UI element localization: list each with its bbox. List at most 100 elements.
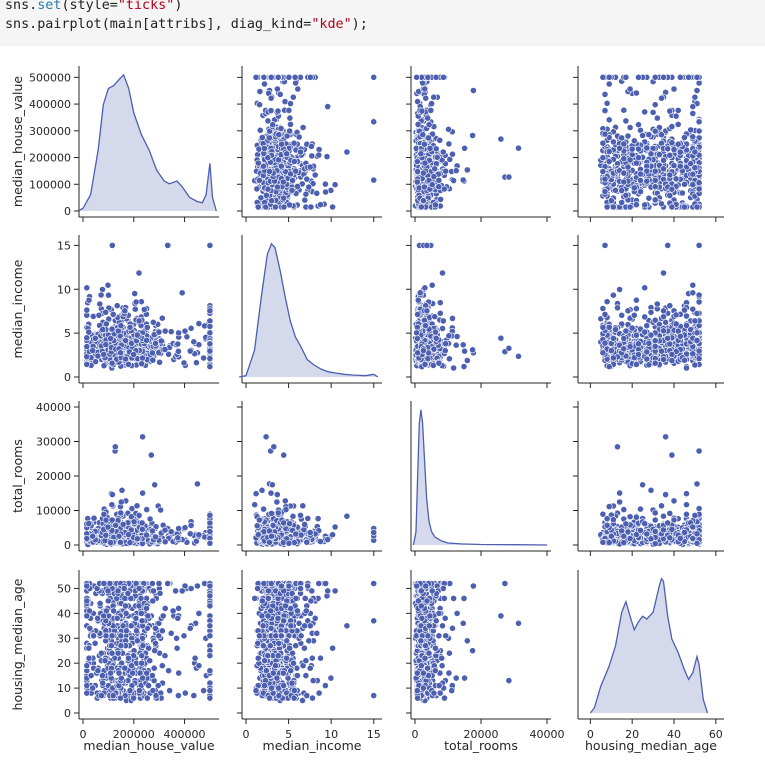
scatter-point xyxy=(670,146,678,153)
scatter-point xyxy=(413,323,421,331)
scatter-point xyxy=(439,73,447,81)
scatter-point xyxy=(252,73,260,81)
scatter-point xyxy=(149,356,157,364)
scatter-point xyxy=(324,103,332,110)
scatter-point xyxy=(643,177,651,185)
scatter-point xyxy=(100,362,108,370)
panel-median_house_value-vs-median_house_value xyxy=(77,66,219,222)
scatter-point xyxy=(273,183,281,191)
scatter-point xyxy=(658,200,665,208)
scatter-point xyxy=(322,188,329,196)
scatter-point xyxy=(286,127,293,135)
scatter-point xyxy=(445,355,453,363)
scatter-point xyxy=(610,291,617,299)
scatter-point xyxy=(666,151,674,159)
scatter-point xyxy=(695,241,703,249)
scatter-point xyxy=(193,480,201,488)
code-token-string: "kde" xyxy=(311,17,352,32)
scatter-point xyxy=(463,357,471,364)
scatter-point xyxy=(691,164,699,172)
scatter-point xyxy=(620,335,628,342)
code-token: ); xyxy=(351,17,368,32)
scatter-point xyxy=(427,107,435,114)
scatter-point xyxy=(599,168,607,175)
scatter-point xyxy=(133,535,141,543)
scatter-point xyxy=(164,241,172,249)
scatter-point xyxy=(260,505,267,513)
scatter-point xyxy=(251,501,259,509)
scatter-point xyxy=(695,355,703,362)
scatter-point xyxy=(612,186,619,194)
scatter-point xyxy=(256,88,264,95)
scatter-point xyxy=(304,515,312,522)
scatter-point xyxy=(152,339,159,347)
scatter-point xyxy=(605,73,613,81)
scatter-point xyxy=(515,144,522,152)
scatter-point xyxy=(651,359,659,367)
scatter-point xyxy=(267,73,275,81)
scatter-point xyxy=(635,73,642,81)
scatter-point xyxy=(624,307,632,315)
scatter-point xyxy=(637,170,644,178)
scatter-point xyxy=(689,350,697,358)
scatter-point xyxy=(289,512,297,520)
scatter-point xyxy=(111,443,119,451)
scatter-point xyxy=(425,121,433,129)
y-tick-label: 0 xyxy=(64,539,71,552)
scatter-point xyxy=(130,518,138,526)
scatter-point xyxy=(432,145,440,153)
scatter-point xyxy=(83,360,91,368)
scatter-point xyxy=(155,328,163,336)
scatter-point xyxy=(668,357,676,364)
scatter-point xyxy=(267,107,275,114)
scatter-point xyxy=(605,116,613,124)
scatter-point xyxy=(423,241,431,249)
code-token-string: "ticks" xyxy=(117,0,175,13)
scatter-point xyxy=(435,359,443,367)
scatter-point xyxy=(126,539,134,546)
scatter-point xyxy=(643,322,651,330)
scatter-point xyxy=(693,87,701,94)
scatter-point xyxy=(161,538,169,546)
scatter-point xyxy=(651,337,659,345)
scatter-point xyxy=(414,349,421,357)
scatter-point xyxy=(666,302,674,310)
scatter-point xyxy=(605,158,613,165)
scatter-point xyxy=(691,148,699,156)
scatter-point xyxy=(260,145,268,152)
scatter-point xyxy=(261,80,268,88)
scatter-point xyxy=(256,126,264,134)
scatter-point xyxy=(206,363,214,371)
scatter-point xyxy=(668,185,676,193)
scatter-point xyxy=(419,169,427,177)
scatter-point xyxy=(417,150,425,158)
scatter-point xyxy=(287,100,294,107)
scatter-point xyxy=(633,296,640,304)
scatter-point xyxy=(183,333,191,341)
scatter-point xyxy=(603,99,611,107)
scatter-point xyxy=(660,313,667,321)
scatter-point xyxy=(630,311,638,319)
scatter-point xyxy=(424,73,432,81)
scatter-point xyxy=(107,335,114,342)
scatter-point xyxy=(97,291,105,299)
scatter-point xyxy=(601,130,609,138)
scatter-point xyxy=(695,185,703,193)
scatter-point xyxy=(620,345,628,353)
scatter-point xyxy=(450,364,457,372)
scatter-point xyxy=(431,328,439,336)
scatter-point xyxy=(258,134,266,141)
scatter-point xyxy=(668,123,676,130)
scatter-point xyxy=(139,489,146,497)
y-tick-label: 10 xyxy=(57,283,71,296)
scatter-point xyxy=(693,73,701,81)
panel-median_income-vs-total_rooms xyxy=(406,235,551,388)
code-cell[interactable]: sns.set(style="ticks") sns.pairplot(main… xyxy=(0,0,765,46)
scatter-point xyxy=(645,131,653,139)
scatter-point xyxy=(651,342,659,350)
scatter-point xyxy=(278,140,285,148)
scatter-point xyxy=(104,281,112,289)
scatter-point xyxy=(610,334,617,342)
scatter-point xyxy=(292,79,299,87)
